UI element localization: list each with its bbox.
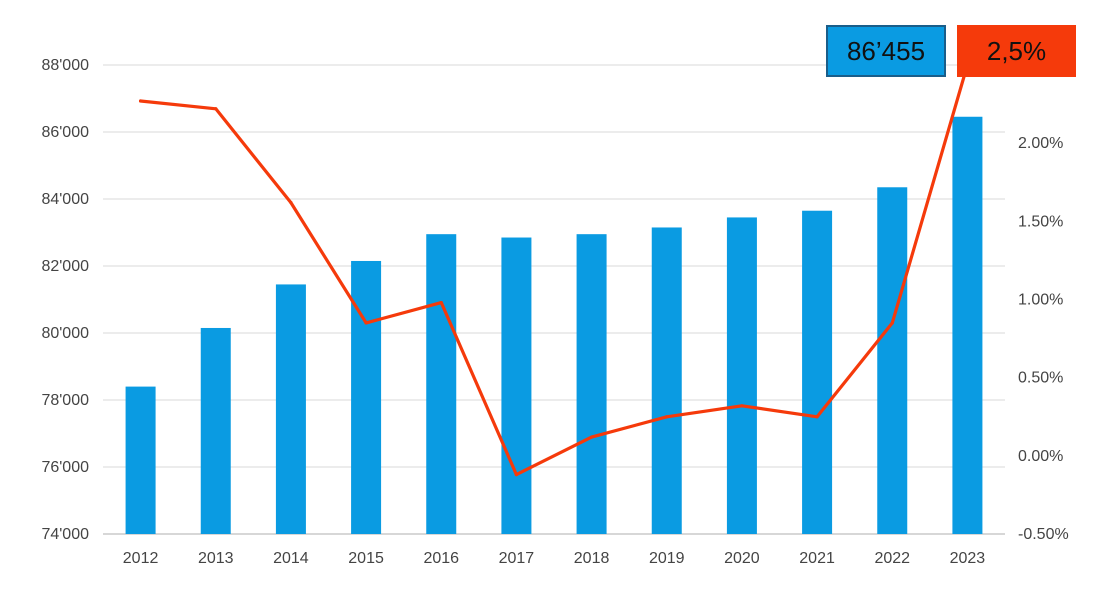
y-left-tick-label: 86'000	[41, 124, 89, 141]
bar	[726, 217, 757, 535]
bar	[501, 237, 532, 534]
y-right-tick-label: 1.50%	[1018, 213, 1063, 230]
x-tick-label: 2023	[950, 550, 986, 567]
bar	[576, 234, 607, 535]
x-tick-label: 2013	[198, 550, 234, 567]
bar	[802, 210, 833, 534]
line-point	[364, 321, 368, 325]
y-right-tick-label: 0.50%	[1018, 370, 1063, 387]
y-left-tick-label: 78'000	[41, 392, 89, 409]
x-tick-label: 2022	[874, 550, 910, 567]
bar	[275, 284, 306, 534]
highlight-count-value: 86’455	[846, 35, 926, 66]
y-right-tick-label: 1.00%	[1018, 292, 1063, 309]
highlight-rate-box: 2,5%	[957, 25, 1076, 77]
x-tick-label: 2018	[574, 550, 610, 567]
line-point	[514, 472, 519, 477]
highlight-count-box: 86’455	[826, 25, 946, 77]
bar-series	[125, 116, 983, 535]
growth-rate-line	[139, 63, 970, 477]
x-tick-label: 2014	[273, 550, 309, 567]
y-left-tick-label: 76'000	[41, 459, 89, 476]
y-left-tick-label: 74'000	[41, 526, 89, 543]
y-axis-left: 74'000 76'000 78'000 80'000 82'000 84'000 86'0…	[41, 57, 89, 543]
y-right-tick-label: 2.00%	[1018, 135, 1063, 152]
line-point	[890, 321, 894, 325]
y-axis-right: -0.50%0.00%0.50%1.00%1.50%2.00%2.50%	[1018, 57, 1069, 543]
line-point	[740, 404, 744, 408]
x-tick-label: 2019	[649, 550, 685, 567]
y-right-tick-label: -0.50%	[1018, 526, 1069, 543]
y-left-tick-label: 82'000	[41, 258, 89, 275]
bar	[952, 116, 983, 534]
y-left-tick-label: 84'000	[41, 191, 89, 208]
bar	[651, 227, 682, 534]
bar	[125, 386, 156, 534]
gridlines	[103, 64, 1005, 535]
x-tick-label: 2012	[123, 550, 159, 567]
line-point	[138, 99, 143, 103]
line-point	[815, 415, 819, 419]
y-left-tick-label: 88'000	[41, 57, 89, 74]
line-point	[289, 200, 293, 205]
line-point	[665, 415, 669, 419]
bar	[351, 260, 382, 534]
line-point	[214, 107, 218, 111]
y-right-tick-label: 0.00%	[1018, 448, 1063, 465]
bar	[200, 327, 231, 534]
x-tick-label: 2015	[348, 550, 384, 567]
x-tick-label: 2021	[799, 550, 835, 567]
line-point	[589, 435, 594, 439]
x-tick-label: 2016	[423, 550, 459, 567]
x-tick-label: 2017	[499, 550, 535, 567]
line-series	[138, 63, 970, 477]
x-tick-label: 2020	[724, 550, 760, 567]
line-point	[439, 301, 443, 305]
bar	[426, 234, 457, 535]
bar	[877, 187, 908, 534]
highlight-rate-value: 2,5%	[986, 35, 1047, 66]
y-left-tick-label: 80'000	[41, 325, 89, 342]
x-axis: 2012 2013 2014 2015 2016 2017 2018 2019 2020 2021…	[123, 550, 986, 567]
